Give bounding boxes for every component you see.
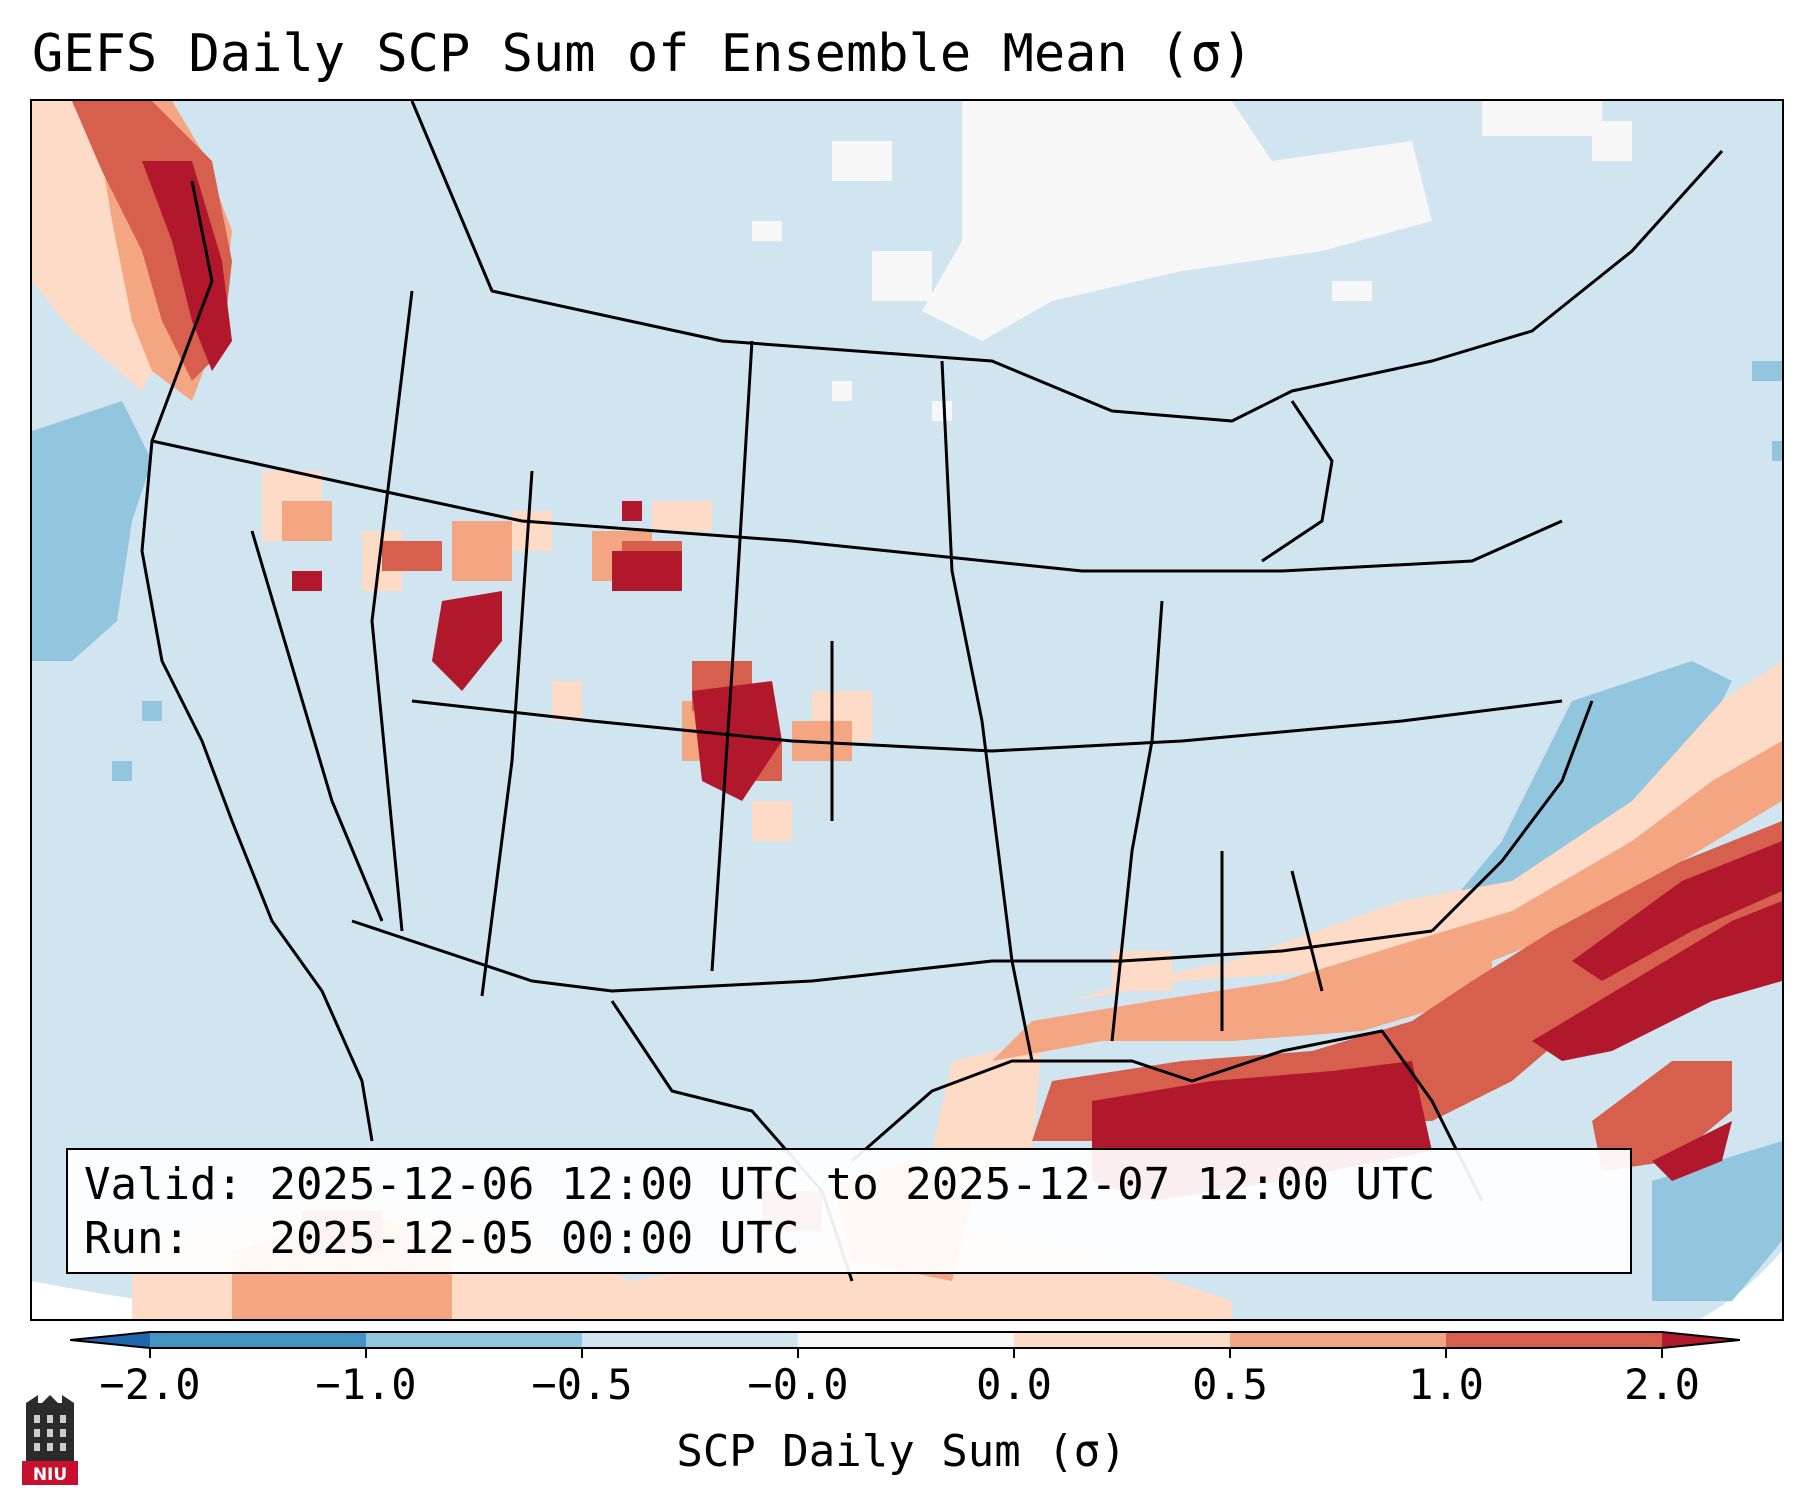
- colorbar-tick-label: −0.0: [747, 1360, 849, 1409]
- colorbar-extend-max: [1662, 1332, 1740, 1348]
- colorbar-segment-6: [1230, 1332, 1446, 1348]
- colorbar-extend-min: [70, 1332, 150, 1348]
- run-label: Run:: [84, 1213, 190, 1264]
- colorbar-tick-label: 1.0: [1408, 1360, 1484, 1409]
- colorbar-tick-label: −1.0: [315, 1360, 417, 1409]
- colorbar-segment-1: [150, 1332, 366, 1348]
- run-value: 2025-12-05 00:00 UTC: [269, 1213, 800, 1264]
- colorbar-segment-7: [1446, 1332, 1662, 1348]
- colorbar-tick-label: −2.0: [99, 1360, 201, 1409]
- colorbar-tick-label: −0.5: [531, 1360, 633, 1409]
- domain-edge-left: [32, 1281, 301, 1319]
- map-title: GEFS Daily SCP Sum of Ensemble Mean (σ): [32, 24, 1253, 84]
- valid-value: 2025-12-06 12:00 UTC to 2025-12-07 12:00…: [269, 1159, 1436, 1210]
- domain-edge-right: [1699, 1251, 1782, 1319]
- valid-label: Valid:: [84, 1159, 243, 1210]
- field-near-zero: [752, 101, 1632, 421]
- state-borders: [140, 101, 1724, 1282]
- colorbar-tick-label: 0.0: [976, 1360, 1052, 1409]
- logo-text: NIU: [33, 1465, 67, 1485]
- map-canvas: [32, 101, 1782, 1319]
- colorbar-segment-5: [1014, 1332, 1230, 1348]
- colorbar: [70, 1331, 1740, 1358]
- university-seal-icon: NIU: [22, 1395, 78, 1485]
- map-panel[interactable]: [30, 99, 1784, 1321]
- validity-info-box: Valid: 2025-12-06 12:00 UTC to 2025-12-0…: [66, 1148, 1632, 1274]
- colorbar-segment-4: [798, 1332, 1014, 1348]
- colorbar-segment-2: [366, 1332, 582, 1348]
- colorbar-tick-label: 2.0: [1624, 1360, 1700, 1409]
- colorbar-tick-label: 0.5: [1192, 1360, 1268, 1409]
- colorbar-segment-3: [582, 1332, 798, 1348]
- colorbar-label: SCP Daily Sum (σ): [676, 1426, 1127, 1477]
